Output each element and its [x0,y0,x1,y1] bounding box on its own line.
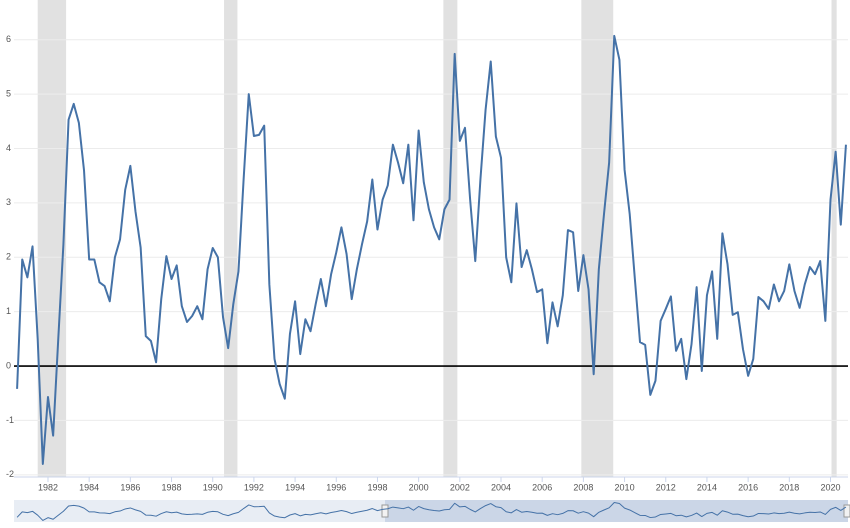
x-tick-label: 1986 [120,482,140,492]
data-line [16,34,847,465]
navigator-line [16,502,847,521]
recession-band [443,0,458,477]
x-tick-label: 2010 [615,482,635,492]
x-tick-label: 2018 [779,482,799,492]
y-tick-label: -1 [6,415,14,425]
navigator-handle[interactable] [843,504,850,518]
x-tick-label: 2008 [573,482,593,492]
x-tick-label: 2016 [738,482,758,492]
x-tick-label: 1994 [285,482,305,492]
y-tick-label: 0 [6,360,11,370]
recession-band [37,0,67,477]
navigator-selection[interactable] [385,500,848,522]
plot-area: -2 -1 0 1 2 3 4 5 6 1982 1984 1986 1988 1990 1992 1994 1… [6,0,848,492]
navigator-handle[interactable] [381,504,389,518]
x-tick-label: 2020 [820,482,840,492]
x-tick-label: 2000 [409,482,429,492]
x-tick-label: 2002 [450,482,470,492]
x-tick-label: 2014 [697,482,717,492]
x-tick-label: 1982 [38,482,58,492]
y-tick-label: -2 [6,469,14,479]
x-tick-label: 1984 [79,482,99,492]
x-tick-label: 1992 [244,482,264,492]
y-tick-label: 6 [6,34,11,44]
y-tick-label: 2 [6,252,11,262]
y-tick-label: 1 [6,306,11,316]
x-tick-label: 1990 [203,482,223,492]
recession-band [581,0,614,477]
x-tick-label: 1988 [162,482,182,492]
x-tick-label: 2006 [532,482,552,492]
x-tick-label: 2004 [491,482,511,492]
y-tick-label: 5 [6,88,11,98]
y-tick-label: 3 [6,197,11,207]
recession-band [224,0,238,477]
x-tick-label: 1996 [326,482,346,492]
recession-band [831,0,837,477]
x-tick-label: 2012 [656,482,676,492]
x-tick-label: 1998 [367,482,387,492]
y-tick-label: 4 [6,143,11,153]
navigator[interactable] [14,500,850,522]
